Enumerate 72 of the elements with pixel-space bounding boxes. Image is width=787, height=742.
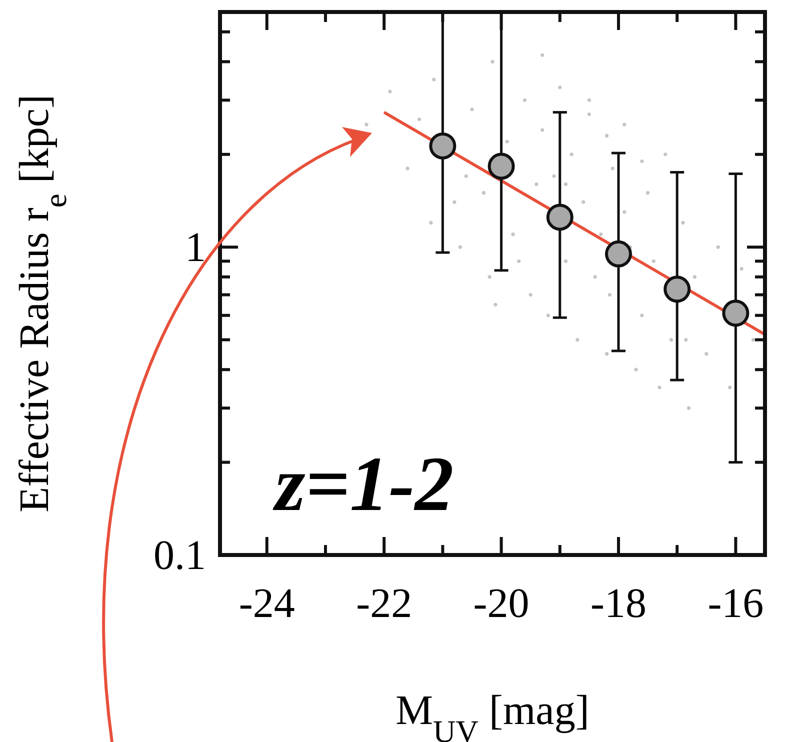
point <box>722 300 750 327</box>
point <box>505 140 509 144</box>
point <box>546 204 574 231</box>
point <box>687 406 691 410</box>
point <box>622 122 626 126</box>
point <box>570 152 574 156</box>
point <box>604 240 632 268</box>
point <box>417 117 422 122</box>
point <box>582 200 586 204</box>
point <box>540 53 544 57</box>
point <box>646 191 650 195</box>
x-tick-label: -22 <box>356 581 412 627</box>
point <box>576 338 580 342</box>
y-tick-label: 0.1 <box>154 533 206 579</box>
point <box>470 108 474 112</box>
point <box>540 128 544 132</box>
point <box>740 267 744 271</box>
x-tick-label: -24 <box>238 581 295 627</box>
point <box>511 232 515 236</box>
point <box>452 200 456 204</box>
point <box>587 98 591 102</box>
point <box>488 152 515 180</box>
point <box>684 338 688 342</box>
point <box>599 232 603 236</box>
point <box>564 259 568 263</box>
point <box>640 314 644 318</box>
point <box>429 220 433 224</box>
point <box>546 314 550 318</box>
point <box>604 134 609 138</box>
point <box>692 275 696 279</box>
point <box>664 152 668 156</box>
point <box>751 338 756 342</box>
point <box>406 166 410 170</box>
point <box>716 245 720 249</box>
point <box>728 386 732 390</box>
point <box>528 292 532 297</box>
point <box>564 182 568 186</box>
point <box>388 90 392 94</box>
point <box>458 245 462 249</box>
point <box>558 86 562 90</box>
point <box>681 220 685 224</box>
point <box>464 174 468 178</box>
point <box>482 191 486 195</box>
point <box>364 122 368 126</box>
x-tick-label: -18 <box>590 581 646 627</box>
point <box>534 182 538 186</box>
point <box>634 368 638 372</box>
point <box>522 98 527 102</box>
point <box>652 259 656 263</box>
point <box>517 259 521 263</box>
point <box>490 60 494 64</box>
x-tick-label: -16 <box>708 581 764 627</box>
point <box>610 166 614 170</box>
point <box>429 132 456 160</box>
point <box>664 276 691 303</box>
point <box>552 174 556 178</box>
point <box>494 302 498 306</box>
point <box>608 292 612 297</box>
y-tick-label: 1 <box>185 225 206 272</box>
point <box>658 386 662 390</box>
annotation: z=1-2 <box>272 440 454 527</box>
point <box>587 112 591 116</box>
point <box>622 210 626 214</box>
point <box>704 352 708 356</box>
x-tick-label: -20 <box>473 581 530 627</box>
point <box>593 275 597 279</box>
point <box>604 352 609 356</box>
x-axis-title: M$_{UV}$ [mag] <box>396 688 590 742</box>
point <box>432 78 436 82</box>
point <box>669 338 674 342</box>
point <box>640 159 644 164</box>
point <box>488 275 492 279</box>
